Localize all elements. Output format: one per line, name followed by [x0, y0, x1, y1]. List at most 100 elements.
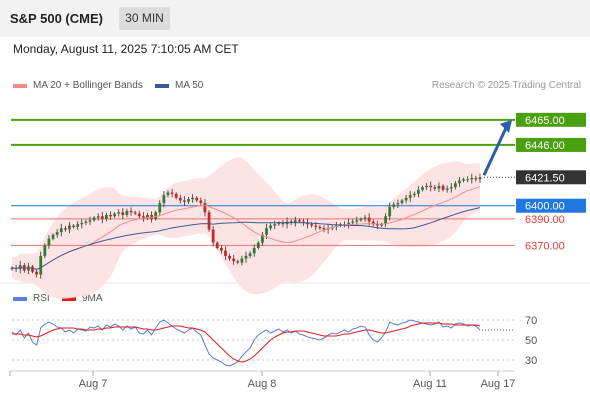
candle-51 [219, 245, 223, 254]
candle-body-54 [232, 258, 236, 262]
candle-body-12 [59, 228, 63, 233]
x-tick-label-2: Aug 11 [413, 378, 447, 390]
interval-button[interactable]: 30 MIN [119, 7, 170, 30]
candle-body-76 [322, 228, 326, 230]
candle-body-61 [261, 234, 264, 243]
ma20-swatch [13, 83, 27, 88]
credit-text: Research © 2025 Trading Central [431, 80, 581, 91]
level-label-bg-0 [516, 112, 586, 127]
ma9-swatch [62, 296, 76, 301]
candle-28 [125, 208, 129, 218]
ma50-line [11, 207, 481, 270]
candle-body-109 [458, 180, 461, 184]
candle-body-102 [429, 185, 433, 188]
candle-60 [256, 241, 260, 250]
candle-body-111 [466, 179, 470, 181]
candle-body-50 [215, 242, 219, 248]
candle-71 [302, 218, 305, 226]
candle-body-16 [76, 224, 80, 227]
candle-body-101 [425, 185, 429, 188]
candle-body-4 [27, 266, 30, 271]
candle-88 [371, 219, 375, 227]
ma9-line [12, 322, 481, 363]
candle-body-91 [384, 216, 387, 225]
candle-105 [441, 184, 445, 192]
instrument-title: S&P 500 (CME) [10, 11, 103, 26]
candle-body-112 [470, 177, 474, 180]
candle-5 [31, 264, 34, 274]
candle-19 [88, 216, 92, 226]
candle-body-113 [474, 177, 478, 180]
candle-12 [59, 223, 63, 237]
candle-body-82 [347, 222, 351, 225]
candle-body-55 [236, 261, 240, 263]
candle-85 [359, 217, 363, 222]
candle-23 [105, 212, 108, 222]
candle-101 [425, 182, 429, 191]
timestamp: Monday, August 11, 2025 7:10:05 AM CET [13, 42, 239, 56]
candle-body-28 [125, 211, 129, 215]
candle-body-107 [449, 187, 453, 189]
candle-9 [47, 235, 51, 249]
legend-rsi: RSI [13, 293, 50, 304]
candle-body-5 [31, 266, 34, 272]
candle-body-29 [129, 211, 133, 213]
candle-69 [293, 216, 297, 227]
candle-106 [445, 185, 449, 193]
candle-body-46 [199, 200, 203, 204]
candle-92 [388, 202, 392, 221]
candle-40 [174, 192, 178, 200]
candle-7 [39, 251, 43, 279]
candle-93 [392, 202, 396, 210]
candle-38 [166, 190, 170, 198]
candle-body-39 [170, 192, 174, 194]
candle-58 [248, 251, 252, 259]
candle-20 [92, 216, 96, 222]
candle-95 [400, 198, 404, 205]
candle-body-6 [35, 271, 39, 275]
candle-55 [236, 259, 240, 265]
candle-98 [412, 191, 416, 198]
ma50-swatch [155, 83, 169, 88]
ma9-label: 9MA [82, 293, 103, 304]
candle-body-49 [211, 229, 215, 243]
header-bar: S&P 500 (CME) 30 MIN [0, 0, 590, 37]
candle-24 [109, 211, 112, 220]
rsi-label: RSI [33, 293, 50, 304]
candle-body-97 [408, 195, 412, 198]
candle-54 [232, 255, 236, 265]
candle-36 [158, 200, 162, 216]
candle-body-71 [302, 221, 305, 223]
candle-6 [35, 268, 39, 278]
level-label-3: 6400.00 [525, 201, 565, 213]
candle-body-73 [310, 224, 314, 226]
candle-90 [380, 222, 383, 228]
candle-body-20 [92, 217, 96, 221]
candle-61 [261, 231, 264, 246]
candle-body-95 [400, 200, 404, 204]
legend-ma20: MA 20 + Bollinger Bands [13, 80, 143, 91]
candle-56 [240, 255, 244, 266]
candle-35 [154, 210, 158, 221]
candle-111 [466, 176, 470, 183]
candle-72 [306, 218, 309, 229]
candle-body-94 [396, 203, 400, 205]
candle-104 [437, 182, 441, 193]
candle-body-23 [105, 214, 108, 219]
candle-body-30 [133, 212, 137, 214]
ma50-label: MA 50 [175, 80, 204, 91]
candle-body-8 [43, 245, 47, 256]
candle-27 [121, 208, 125, 220]
candle-50 [215, 241, 219, 250]
x-tick-label-0: Aug 7 [79, 378, 108, 390]
candle-109 [458, 177, 461, 187]
candle-body-83 [351, 221, 355, 223]
candle-91 [384, 213, 387, 228]
candle-63 [269, 223, 273, 231]
candle-body-51 [219, 248, 223, 251]
candle-body-14 [68, 225, 71, 230]
candle-body-21 [96, 216, 100, 218]
candle-body-40 [174, 193, 178, 198]
candle-8 [43, 243, 47, 259]
